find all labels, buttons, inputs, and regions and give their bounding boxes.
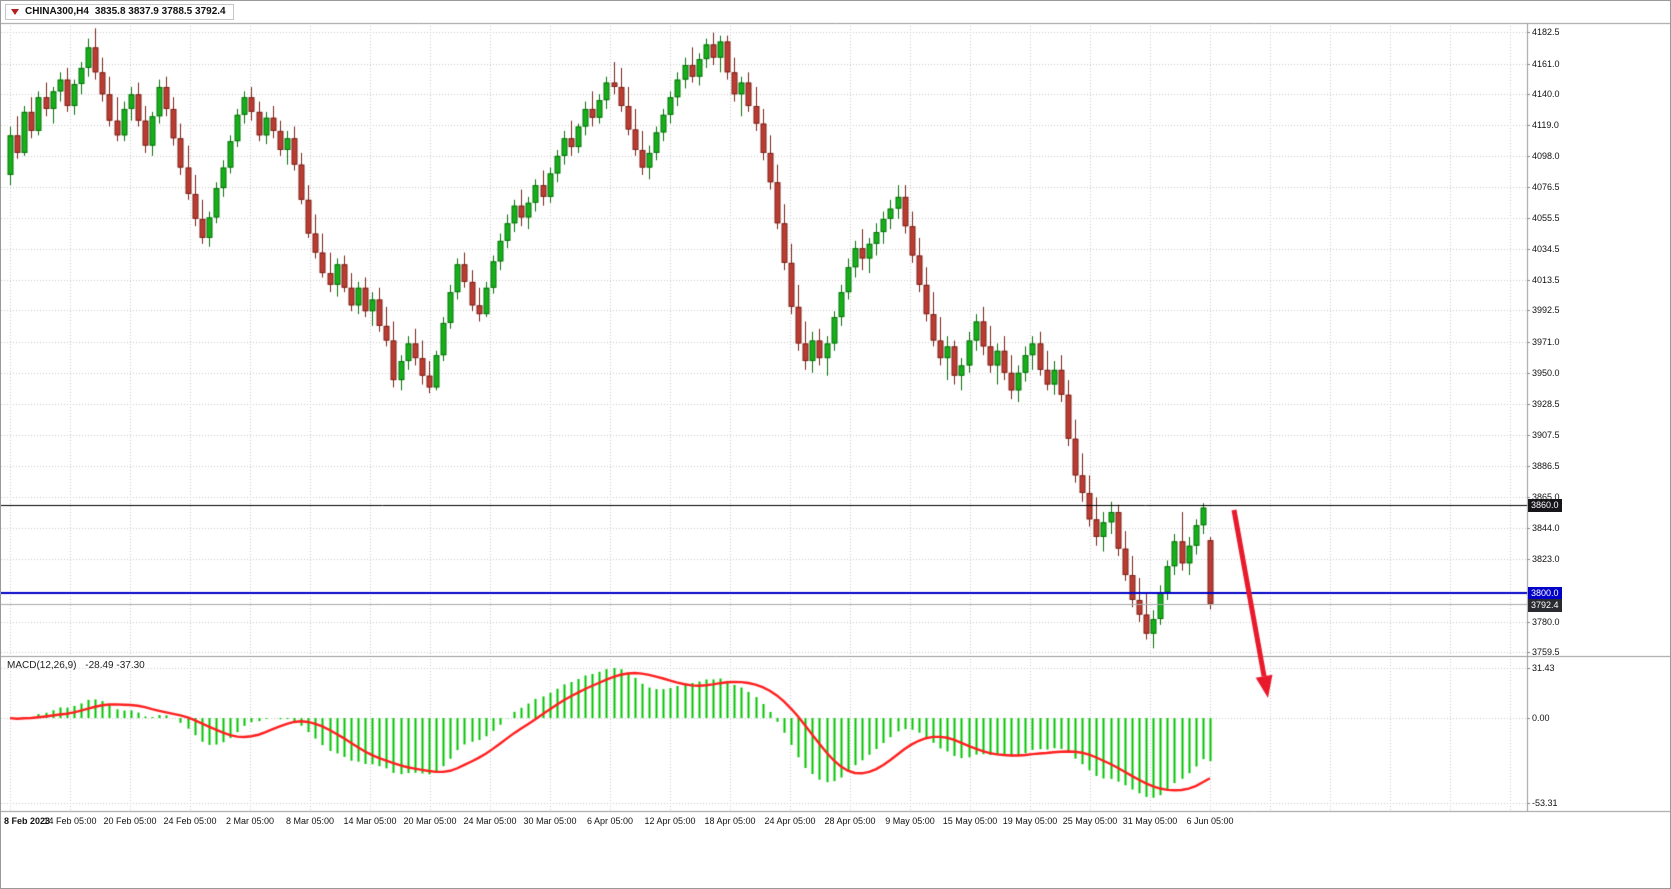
time-tick-label: 2 Mar 05:00 [225, 816, 275, 826]
symbol-info-box: CHINA300,H4 3835.8 3837.9 3788.5 3792.4 [5, 4, 234, 20]
macd-tick-label: 0.00 [1532, 713, 1550, 724]
price-tick-label: 4161.0 [1532, 58, 1560, 69]
symbol-marker-icon [11, 8, 19, 15]
price-tick-label: 3844.0 [1532, 523, 1560, 534]
time-tick-label: 20 Feb 05:00 [103, 816, 157, 826]
time-tick-label: 12 Apr 05:00 [644, 816, 696, 826]
price-tick-label: 3886.5 [1532, 460, 1560, 471]
price-tick-label: 4055.5 [1532, 213, 1560, 224]
hline-price-tag[interactable]: 3860.0 [1528, 499, 1562, 512]
time-tick-label: 30 Mar 05:00 [523, 816, 577, 826]
price-tick-label: 3907.5 [1532, 430, 1560, 441]
price-tick-label: 3971.0 [1532, 337, 1560, 347]
time-tick-label: 25 May 05:00 [1062, 816, 1118, 826]
price-tick-label: 4034.5 [1532, 243, 1560, 254]
macd-name: MACD(12,26,9) [7, 660, 77, 671]
price-tick-label: 3759.5 [1532, 647, 1560, 657]
price-tick-label: 3950.0 [1532, 367, 1560, 378]
macd-tick-label: -53.31 [1532, 798, 1558, 808]
blue-hline-price-tag[interactable]: 3800.0 [1528, 587, 1562, 600]
price-tick-label: 4182.5 [1532, 27, 1560, 37]
price-tick-label: 3928.5 [1532, 399, 1560, 410]
time-tick-label: 19 May 05:00 [1002, 816, 1058, 826]
price-tick-label: 3823.0 [1532, 553, 1560, 564]
time-tick-label: 6 Apr 05:00 [586, 816, 634, 826]
time-tick-label: 8 Feb 2023 [4, 816, 51, 826]
price-tick-label: 4119.0 [1532, 120, 1559, 131]
time-tick-label: 9 May 05:00 [885, 816, 935, 826]
price-tick-label: 3992.5 [1532, 305, 1560, 316]
price-tick-label: 4098.0 [1532, 150, 1560, 161]
time-tick-label: 31 May 05:00 [1122, 816, 1178, 826]
time-tick-label: 18 Apr 05:00 [704, 816, 756, 826]
macd-values: -28.49 -37.30 [85, 660, 145, 671]
time-tick-label: 28 Apr 05:00 [824, 816, 876, 826]
time-tick-label: 24 Mar 05:00 [463, 816, 517, 826]
time-tick-label: 15 May 05:00 [942, 816, 998, 826]
macd-tick-label: 31.43 [1532, 663, 1555, 673]
time-tick-label: 20 Mar 05:00 [403, 816, 457, 826]
macd-indicator-label: MACD(12,26,9) -28.49 -37.30 [7, 660, 145, 671]
price-tick-label: 3865.0 [1532, 492, 1560, 503]
symbol-title: CHINA300,H4 [25, 6, 89, 17]
price-tick-label: 4140.0 [1532, 89, 1560, 100]
time-tick-label: 6 Jun 05:00 [1186, 816, 1234, 826]
time-tick-label: 8 Mar 05:00 [285, 816, 335, 826]
bid-price-tag: 3792.4 [1528, 599, 1562, 612]
time-tick-label: 24 Feb 05:00 [163, 816, 217, 826]
symbol-ohlc-values: 3835.8 3837.9 3788.5 3792.4 [94, 6, 226, 17]
price-tick-label: 3780.0 [1532, 616, 1560, 627]
time-tick-label: 24 Apr 05:00 [764, 816, 816, 826]
time-tick-label: 14 Feb 05:00 [43, 816, 97, 826]
price-tick-label: 4013.5 [1532, 274, 1560, 285]
price-tick-label: 4076.5 [1532, 182, 1560, 193]
time-tick-label: 14 Mar 05:00 [343, 816, 397, 826]
